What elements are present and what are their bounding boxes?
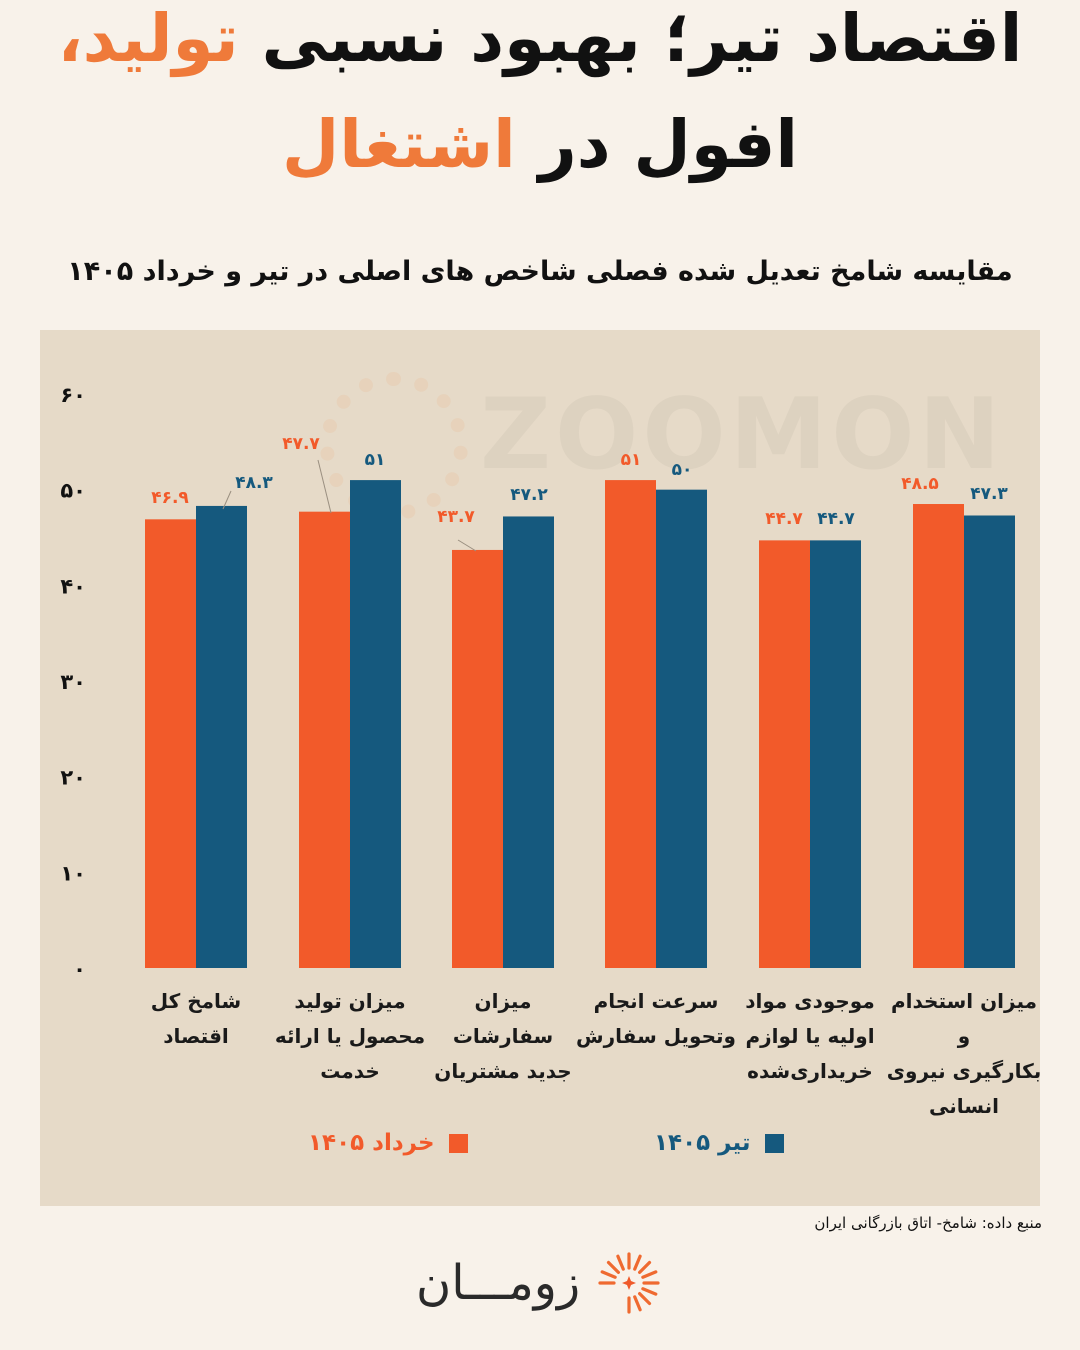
legend-label-tir: تیر ۱۴۰۵ (654, 1130, 751, 1156)
bar (503, 516, 554, 968)
title-line-2-highlight: اشتغال (281, 106, 516, 183)
data-label: ۵۱ (621, 450, 642, 470)
data-source: منبع داده: شامخ- اتاق بازرگانی ایران (814, 1214, 1042, 1232)
data-label: ۴۷.۷ (282, 434, 320, 454)
y-tick-label: ۱۰ (60, 861, 86, 885)
category-label: میزان استخدام و بکارگیری نیروی انسانی (884, 984, 1044, 1124)
watermark: ZOOMON (480, 378, 1005, 492)
category-label: میزان سفارشات جدید مشتریان (423, 984, 583, 1089)
category-label-line: خدمت (320, 1059, 380, 1083)
category-label-line: شامخ کل اقتصاد (150, 989, 242, 1048)
category-label-line: وتحویل سفارش (576, 1024, 736, 1048)
data-label: ۵۰ (672, 460, 693, 480)
y-tick-label: ۰ (73, 957, 86, 981)
y-tick-label: ۴۰ (60, 574, 86, 598)
sun-logo-icon (598, 1252, 660, 1314)
legend-swatch-khordad (448, 1133, 468, 1153)
y-tick-label: ۶۰ (60, 383, 86, 407)
bar (913, 504, 964, 968)
leader-line (457, 539, 477, 552)
category-label-line: میزان سفارشات (452, 989, 554, 1048)
category-label-line: انسانی (929, 1094, 999, 1118)
y-tick-label: ۵۰ (60, 479, 86, 503)
bar (350, 480, 401, 968)
data-label: ۴۴.۷ (817, 509, 855, 529)
data-label: ۴۳.۷ (437, 507, 475, 527)
legend-item-tir: تیر ۱۴۰۵ (654, 1128, 784, 1158)
y-tick-label: ۳۰ (60, 670, 86, 694)
title-line-1-highlight: تولید، (57, 0, 239, 77)
title-line-1-text: اقتصاد تیر؛ بهبود نسبی (261, 0, 1023, 77)
data-label: ۴۷.۲ (510, 485, 548, 505)
bar (656, 489, 707, 968)
category-label-line: اولیه یا لوازم (745, 1024, 875, 1048)
chart-subtitle: مقایسه شامخ تعدیل شده فصلی شاخص های اصلی… (67, 256, 1013, 287)
data-label: ۴۸.۳ (235, 473, 273, 493)
logo-text: زومـــان (416, 1255, 581, 1311)
bar (759, 540, 810, 968)
legend-item-khordad: خرداد ۱۴۰۵ (308, 1128, 468, 1158)
bar (605, 480, 656, 968)
category-label: شامخ کل اقتصاد (116, 984, 276, 1054)
bar (196, 505, 247, 968)
data-label: ۴۶.۹ (151, 488, 189, 508)
bar (810, 540, 861, 968)
y-tick-label: ۲۰ (60, 766, 86, 790)
data-label: ۴۷.۳ (970, 484, 1008, 504)
category-label-line: میزان استخدام و (890, 989, 1038, 1048)
leader-line (317, 459, 332, 514)
category-label-line: محصول یا ارائه (274, 1024, 426, 1048)
title-line-2-text: افول در (538, 106, 799, 183)
category-label: موجودی مواد اولیه یا لوازم خریداری‌شده (730, 984, 890, 1089)
category-label-line: جدید مشتریان (434, 1059, 572, 1083)
category-label-line: بکارگیری نیروی (886, 1059, 1042, 1083)
data-label: ۴۸.۵ (901, 474, 939, 494)
data-label: ۵۱ (365, 450, 386, 470)
data-label: ۴۴.۷ (765, 509, 803, 529)
legend-label-khordad: خرداد ۱۴۰۵ (308, 1130, 435, 1156)
bar (145, 519, 196, 968)
bar (452, 549, 503, 968)
title-line-1: اقتصاد تیر؛ بهبود نسبی تولید، (40, 6, 1040, 72)
category-label: میزان تولید محصول یا ارائه خدمت (270, 984, 430, 1089)
brand-logo: زومـــان (416, 1250, 666, 1316)
bar (964, 515, 1015, 968)
category-label-line: میزان تولید (294, 989, 406, 1013)
category-label-line: سرعت انجام (593, 989, 719, 1013)
category-label-line: خریداری‌شده (747, 1059, 873, 1083)
category-label: سرعت انجام وتحویل سفارش (576, 984, 736, 1054)
title-line-2: افول در اشتغال (40, 112, 1040, 178)
legend-swatch-tir (764, 1133, 784, 1153)
bar (299, 511, 350, 968)
leader-line (222, 490, 232, 510)
category-label-line: موجودی مواد (745, 989, 875, 1013)
